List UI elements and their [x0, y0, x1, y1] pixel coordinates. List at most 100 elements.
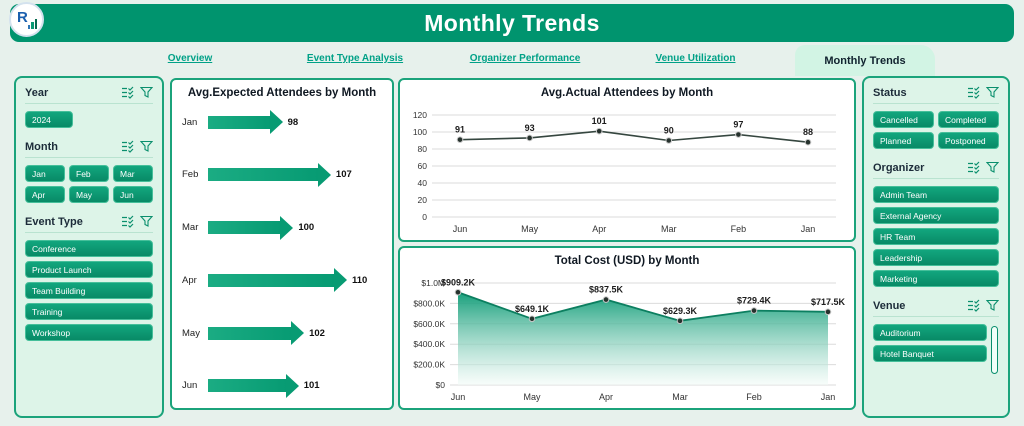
svg-text:40: 40 [418, 178, 428, 188]
month-option-jan[interactable]: Jan [25, 165, 65, 182]
status-option-cancelled[interactable]: Cancelled [873, 111, 934, 128]
organizer-option-leadership[interactable]: Leadership [873, 249, 999, 266]
svg-text:Feb: Feb [731, 224, 747, 234]
organizer-option-external-agency[interactable]: External Agency [873, 207, 999, 224]
total-cost-chart-title: Total Cost (USD) by Month [554, 255, 700, 267]
month-option-apr[interactable]: Apr [25, 186, 65, 203]
organizer-option-admin-team[interactable]: Admin Team [873, 186, 999, 203]
right-filter-panel: Status Cancelled Completed Planned Postpone… [862, 76, 1010, 418]
event-type-filter-title: Event Type [25, 215, 83, 228]
event-type-option-team-building[interactable]: Team Building [25, 282, 153, 299]
svg-text:120: 120 [413, 110, 427, 120]
clear-filter-icon[interactable] [140, 215, 153, 228]
total-cost-area-chart: $0 $200.0K $400.0K $600.0K $800.0K $1.0M$909.… [413, 277, 846, 402]
status-filter-title: Status [873, 86, 907, 99]
actual-attendees-line-chart: 0 20 40 60 80 100 120 91 Jun 93 May 101 Apr 90 Mar 97 Fe… [413, 110, 836, 234]
svg-text:60: 60 [418, 161, 428, 171]
clear-filter-icon[interactable] [986, 86, 999, 99]
clear-filter-icon[interactable] [986, 161, 999, 174]
actual-attendees-chart-panel: Avg.Actual Attendees by Month 0 20 40 60 80 1… [398, 78, 856, 242]
svg-text:101: 101 [592, 116, 607, 126]
month-option-jun[interactable]: Jun [113, 186, 153, 203]
event-type-option-product-launch[interactable]: Product Launch [25, 261, 153, 278]
clear-filter-icon[interactable] [140, 86, 153, 99]
month-filter: Month Jan Feb Mar Apr May Jun [25, 139, 153, 203]
arrow-row-jan: Jan 98 [182, 110, 386, 134]
event-type-option-workshop[interactable]: Workshop [25, 324, 153, 341]
multiselect-icon[interactable] [967, 86, 980, 99]
tab-overview[interactable]: Overview [167, 53, 213, 64]
status-option-planned[interactable]: Planned [873, 132, 934, 149]
multiselect-icon[interactable] [121, 140, 134, 153]
event-type-option-conference[interactable]: Conference [25, 240, 153, 257]
svg-text:88: 88 [803, 127, 813, 137]
svg-text:$0: $0 [436, 380, 446, 390]
month-option-may[interactable]: May [69, 186, 109, 203]
venue-scrollbar[interactable] [991, 326, 999, 384]
svg-text:$629.3K: $629.3K [663, 306, 698, 316]
svg-text:91: 91 [455, 125, 465, 135]
svg-text:Mar: Mar [672, 392, 688, 402]
status-option-completed[interactable]: Completed [938, 111, 999, 128]
svg-text:Jun: Jun [453, 224, 468, 234]
arrow-row-jun: Jun 101 [182, 373, 386, 398]
svg-text:May: May [521, 224, 539, 234]
svg-text:$600.0K: $600.0K [413, 319, 445, 329]
month-option-mar[interactable]: Mar [113, 165, 153, 182]
tab-monthly-trends[interactable]: Monthly Trends [795, 45, 935, 76]
svg-text:$837.5K: $837.5K [589, 285, 624, 295]
svg-text:Jun: Jun [451, 392, 466, 402]
year-filter: Year 2024 [25, 85, 153, 128]
arrow-row-feb: Feb 107 [182, 162, 386, 187]
multiselect-icon[interactable] [967, 299, 980, 312]
svg-text:$400.0K: $400.0K [413, 339, 445, 349]
year-option-2024[interactable]: 2024 [25, 111, 73, 128]
clear-filter-icon[interactable] [986, 299, 999, 312]
tab-organizer-performance[interactable]: Organizer Performance [469, 53, 581, 64]
venue-option-hotel-banquet[interactable]: Hotel Banquet [873, 345, 987, 362]
app-logo: R [9, 2, 44, 37]
multiselect-icon[interactable] [121, 86, 134, 99]
clear-filter-icon[interactable] [140, 140, 153, 153]
organizer-options: Admin Team External Agency HR Team Leadersh… [873, 186, 999, 287]
status-filter: Status Cancelled Completed Planned Postpone… [873, 85, 999, 149]
svg-text:Apr: Apr [592, 224, 606, 234]
svg-text:$800.0K: $800.0K [413, 298, 445, 308]
svg-text:100: 100 [413, 127, 427, 137]
svg-text:$1.0M: $1.0M [421, 278, 445, 288]
multiselect-icon[interactable] [967, 161, 980, 174]
year-options: 2024 [25, 111, 153, 128]
organizer-option-hr-team[interactable]: HR Team [873, 228, 999, 245]
month-options: Jan Feb Mar Apr May Jun [25, 165, 153, 203]
svg-text:$649.1K: $649.1K [515, 304, 550, 314]
svg-text:$717.5K: $717.5K [811, 297, 846, 307]
multiselect-icon[interactable] [121, 215, 134, 228]
event-type-option-training[interactable]: Training [25, 303, 153, 320]
month-option-feb[interactable]: Feb [69, 165, 109, 182]
svg-text:May: May [523, 392, 541, 402]
svg-text:20: 20 [418, 195, 428, 205]
actual-attendees-chart-title: Avg.Actual Attendees by Month [540, 87, 714, 99]
arrow-row-apr: Apr 110 [182, 268, 386, 293]
expected-attendees-rows: Jan 98 Feb 107 Mar 100 Apr 110 May 102 Jun 101 [182, 110, 386, 398]
venue-filter-title: Venue [873, 299, 906, 312]
tab-venue-utilization[interactable]: Venue Utilization [655, 53, 736, 64]
status-option-postponed[interactable]: Postponed [938, 132, 999, 149]
left-filter-panel: Year 2024 Month Jan Feb Mar Apr May Jun Event… [14, 76, 164, 418]
month-filter-title: Month [25, 140, 58, 153]
svg-text:93: 93 [525, 123, 535, 133]
venue-option-auditorium[interactable]: Auditorium [873, 324, 987, 341]
svg-text:Mar: Mar [661, 224, 677, 234]
organizer-option-marketing[interactable]: Marketing [873, 270, 999, 287]
svg-text:80: 80 [418, 144, 428, 154]
expected-attendees-chart-title: Avg.Expected Attendees by Month [187, 87, 377, 99]
svg-text:Jan: Jan [801, 224, 816, 234]
venue-scrollbar-thumb[interactable] [991, 326, 998, 374]
tab-event-type-analysis[interactable]: Event Type Analysis [306, 53, 404, 64]
svg-text:Feb: Feb [746, 392, 762, 402]
venue-filter: Venue Auditorium Hotel Banquet [873, 298, 999, 374]
event-type-filter: Event Type Conference Product Launch Team … [25, 214, 153, 341]
expected-attendees-chart-panel: Avg.Expected Attendees by Month Jan 98 Feb… [170, 78, 394, 410]
svg-text:0: 0 [422, 212, 427, 222]
